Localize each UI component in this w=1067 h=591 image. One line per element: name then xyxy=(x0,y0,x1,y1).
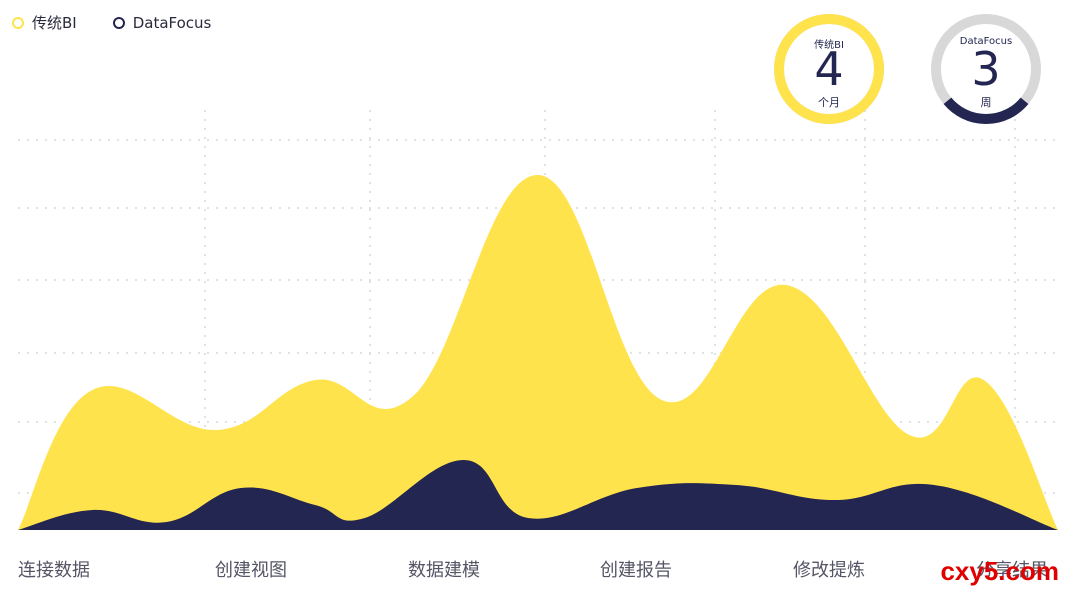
gauge-value: 4 xyxy=(814,42,844,96)
legend-circle-icon xyxy=(112,16,125,29)
gauge-datafocus: DataFocus 3 周 xyxy=(929,12,1043,126)
x-tick-label: 连接数据 xyxy=(18,560,90,581)
series-area-datafocus[interactable] xyxy=(18,460,1058,530)
gauge-arc xyxy=(943,97,1029,124)
legend-item-datafocus[interactable]: DataFocus xyxy=(112,13,212,32)
legend-label: 传统BI xyxy=(32,14,77,32)
series-area-traditional-bi[interactable] xyxy=(18,174,1058,530)
gauge-unit: 个月 xyxy=(818,96,840,109)
gauge-unit: 周 xyxy=(980,96,992,109)
watermark: cxy5.com xyxy=(940,556,1059,586)
gauge-value: 3 xyxy=(971,42,1001,96)
x-tick-label: 分享结果 xyxy=(976,560,1048,581)
gauge-title: 传统BI xyxy=(814,40,844,51)
legend-item-traditional-bi[interactable]: 传统BI xyxy=(12,12,77,33)
legend-circle-icon xyxy=(12,16,24,29)
x-tick-label: 创建报告 xyxy=(600,560,672,581)
legend-label: DataFocus xyxy=(132,13,212,32)
gauge-arc xyxy=(774,14,885,124)
gauge-title: DataFocus xyxy=(959,36,1013,47)
x-tick-label: 修改提炼 xyxy=(793,560,865,581)
gauge-traditional-bi: 传统BI 4 个月 xyxy=(772,12,886,126)
gauge-ring xyxy=(774,14,885,124)
series-layer xyxy=(18,174,1058,530)
gauge-ring xyxy=(931,14,1041,124)
legend: 传统BI DataFocus xyxy=(12,12,211,33)
x-tick-label: 创建视图 xyxy=(215,560,287,581)
x-tick-label: 数据建模 xyxy=(408,560,480,581)
